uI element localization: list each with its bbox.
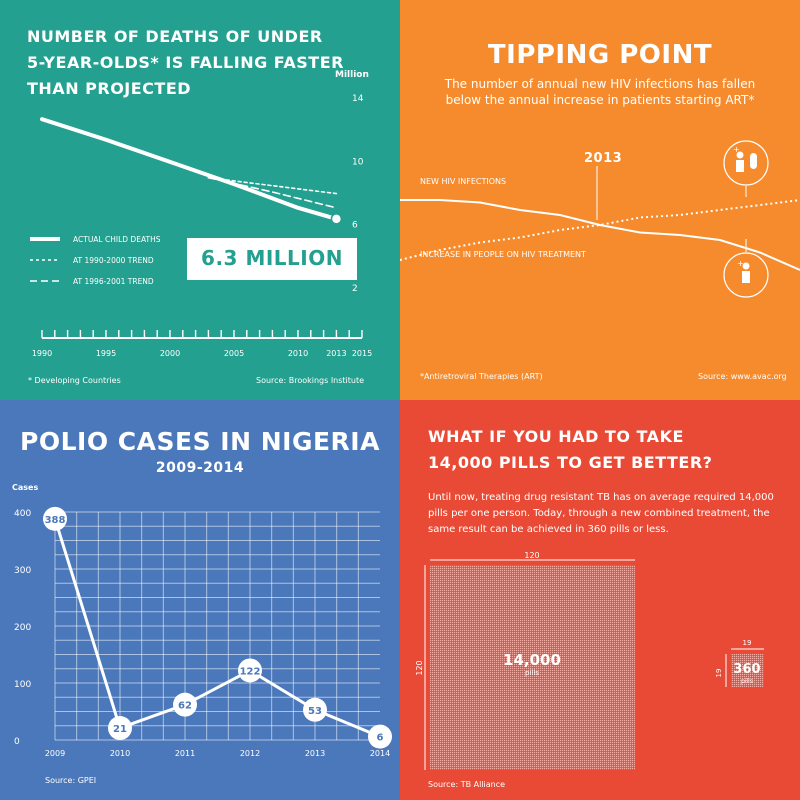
pills-title-line1: WHAT IF YOU HAD TO TAKE	[428, 427, 684, 446]
polio-title: POLIO CASES IN NIGERIA	[20, 427, 380, 456]
plus-icon: +	[733, 145, 740, 154]
child-deaths-panel: NUMBER OF DEATHS OF UNDER 5-YEAR-OLDS* I…	[0, 0, 400, 400]
data-point	[173, 692, 197, 717]
x-tick-label: 2010	[288, 349, 308, 358]
x-tick-label: 2005	[224, 349, 244, 358]
x-tick-label: 2010	[110, 749, 130, 758]
plus-icon: +	[737, 259, 744, 268]
data-point	[108, 716, 132, 741]
polio-subtitle: 2009-2014	[155, 460, 245, 476]
pill-icon	[750, 153, 757, 169]
x-tick-label: 2015	[352, 349, 372, 358]
data-label: 21	[113, 724, 127, 735]
big-pill-count: 14,000	[503, 651, 561, 669]
callout-box	[187, 238, 357, 280]
x-tick-label: 1990	[32, 349, 52, 358]
y-axis-unit: Million	[335, 70, 369, 80]
person-icon	[742, 262, 750, 270]
footnote: *Antiretroviral Therapies (ART)	[420, 372, 543, 381]
polio-panel: POLIO CASES IN NIGERIA 2009-2014 Cases 0…	[0, 400, 400, 800]
end-point-marker	[330, 213, 343, 225]
legend-label: AT 1990-2000 TREND	[73, 256, 154, 265]
small-width-label: 19	[743, 639, 752, 647]
big-height-label: 120	[415, 660, 424, 675]
data-label: 53	[308, 706, 322, 717]
y-tick-label: 10	[352, 157, 364, 167]
series-line-new-infections	[400, 199, 800, 271]
data-label: 62	[178, 701, 192, 712]
source-label: Source: TB Alliance	[428, 780, 506, 789]
y-tick-label: 14	[352, 94, 364, 104]
legend-label: ACTUAL CHILD DEATHS	[73, 235, 161, 244]
data-point	[368, 724, 392, 749]
x-tick-label: 2014	[370, 749, 390, 758]
source-label: Source: www.avac.org	[698, 372, 787, 381]
x-tick-label: 2012	[240, 749, 260, 758]
tipping-point-subtitle-line1: The number of annual new HIV infections …	[444, 77, 756, 91]
person-icon	[742, 271, 750, 283]
person-icon-ring	[723, 252, 769, 298]
series-line-treatment	[400, 199, 800, 261]
data-point	[43, 506, 67, 531]
big-pill-unit: pills	[525, 669, 539, 677]
child-deaths-title-line1: NUMBER OF DEATHS OF UNDER	[27, 27, 323, 46]
y-tick-label: 6	[352, 221, 358, 231]
tipping-year-label: 2013	[584, 151, 623, 166]
tipping-point-panel: TIPPING POINT The number of annual new H…	[400, 0, 800, 400]
data-label: 6	[377, 733, 384, 744]
small-height-label: 19	[715, 669, 723, 678]
polio-chart: 0 100 200 300 400 2009 2010 2011 2012 2013 2014 388…	[14, 506, 392, 758]
y-axis-title: Cases	[12, 483, 39, 492]
person-icon	[736, 151, 744, 159]
small-pill-grid	[731, 654, 764, 687]
child-deaths-title-line2: 5-YEAR-OLDS* IS FALLING FASTER	[27, 53, 344, 72]
callout-value: 6.3 MILLION	[201, 246, 343, 270]
pills-body-line1: Until now, treating drug resistant TB ha…	[428, 492, 774, 503]
source-label: Source: Brookings Institute	[256, 376, 365, 385]
y-tick-label: 400	[14, 509, 31, 519]
x-tick-label: 2013	[326, 349, 346, 358]
pills-body-line3: same result can be achieved in 360 pills…	[428, 524, 669, 535]
y-tick-label: 200	[14, 623, 31, 633]
source-label: Source: GPEI	[45, 776, 97, 785]
data-point	[238, 658, 262, 683]
y-tick-label: 2	[352, 284, 358, 294]
pills-body-line2: pills per one person. Today, through a n…	[428, 508, 770, 519]
pills-title-line2: 14,000 PILLS TO GET BETTER?	[428, 453, 713, 472]
pills-panel: WHAT IF YOU HAD TO TAKE 14,000 PILLS TO …	[400, 400, 800, 800]
tipping-point-title: TIPPING POINT	[487, 40, 713, 70]
data-label: 122	[240, 666, 261, 677]
x-tick-label: 2009	[45, 749, 65, 758]
data-label: 388	[45, 515, 66, 526]
child-deaths-chart: 2 6 10 14 1990 1995 2000 2005 2010 2013 2015 ACTUAL…	[30, 94, 372, 358]
big-pill-grid	[430, 565, 635, 770]
person-pill-icon-ring	[723, 140, 769, 186]
big-width-label: 120	[524, 551, 539, 560]
tipping-point-subtitle-line2: below the annual increase in patients st…	[445, 93, 755, 107]
small-pill-unit: pills	[741, 678, 753, 685]
new-infections-label: NEW HIV INFECTIONS	[420, 177, 507, 186]
y-tick-label: 100	[14, 680, 31, 690]
legend-label: AT 1996-2001 TREND	[73, 277, 154, 286]
child-deaths-title-line3: THAN PROJECTED	[27, 79, 192, 98]
person-icon	[736, 160, 744, 172]
treatment-label: INCREASE IN PEOPLE ON HIV TREATMENT	[420, 250, 586, 259]
y-tick-label: 0	[14, 737, 20, 747]
x-tick-label: 2011	[175, 749, 195, 758]
footnote: * Developing Countries	[28, 376, 121, 385]
series-line-1	[40, 117, 339, 221]
y-tick-label: 300	[14, 566, 31, 576]
tipping-point-chart: ++	[400, 140, 800, 298]
x-tick-label: 2000	[160, 349, 180, 358]
series-line-2	[207, 176, 338, 195]
x-tick-label: 1995	[96, 349, 116, 358]
series-line-3	[207, 176, 338, 209]
x-tick-label: 2013	[305, 749, 325, 758]
small-pill-count: 360	[733, 662, 760, 677]
data-point	[303, 697, 327, 722]
polio-series-line	[53, 518, 381, 738]
